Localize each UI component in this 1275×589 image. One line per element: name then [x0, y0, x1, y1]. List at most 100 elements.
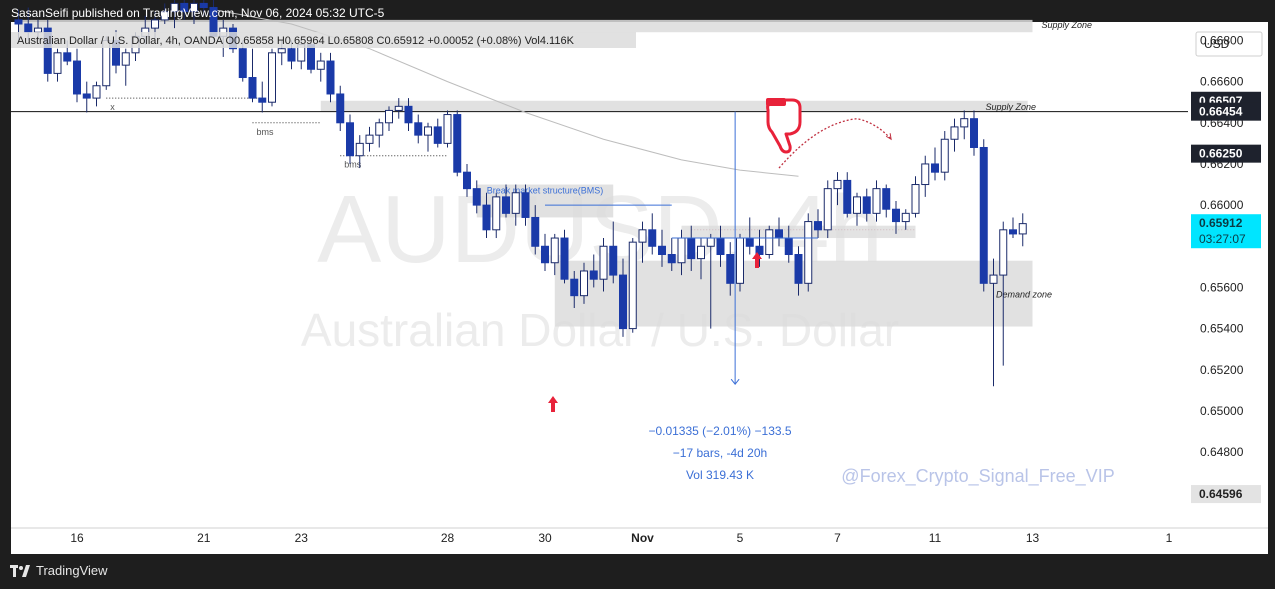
y-tick-label-5: 0.65600: [1200, 280, 1244, 294]
price-label-1: 0.66454: [1191, 102, 1261, 121]
measure-readout: −0.01335 (−2.01%) −133.5 −17 bars, -4d 20…: [648, 424, 791, 482]
x-tick-label-3: 28: [441, 531, 455, 545]
tradingview-brand: TradingView: [36, 563, 108, 578]
candle-81: [804, 221, 813, 284]
candle-99: [979, 146, 988, 284]
candle-5: [63, 52, 72, 62]
symbol-info-bg: [11, 32, 636, 48]
candle-59: [589, 270, 598, 280]
candle-90: [892, 208, 900, 223]
candle-56: [560, 237, 569, 280]
symbol-name: Australian Dollar / U.S. Dollar, 4h, OAN…: [17, 35, 224, 47]
y-tick-label-6: 0.65400: [1200, 322, 1244, 336]
candle-42: [424, 126, 432, 136]
signature-watermark: @Forex_Crypto_Signal_Free_VIP: [841, 466, 1114, 487]
tradingview-logo[interactable]: TradingView: [10, 563, 108, 578]
pointing-hand-cuff-icon: [766, 98, 786, 106]
candle-49: [492, 196, 501, 231]
x-tick-label-4: 30: [538, 531, 552, 545]
candle-4: [53, 52, 62, 74]
candle-100: [989, 274, 998, 284]
candle-27: [277, 48, 286, 54]
price-label-bg-4: [1191, 485, 1261, 504]
candle-68: [677, 237, 686, 264]
candle-1: [24, 23, 33, 33]
candle-89: [882, 188, 891, 210]
candle-91: [901, 212, 910, 223]
x-tick-label-1: 21: [197, 531, 211, 545]
bms-marker-label-0: x: [110, 102, 115, 112]
candle-78: [775, 229, 783, 239]
candle-0: [14, 19, 23, 25]
currency-box: [1195, 31, 1263, 57]
candle-46: [463, 171, 471, 190]
candle-2: [34, 27, 42, 33]
measure-readout-line2: −17 bars, -4d 20h: [673, 446, 767, 460]
candle-37: [375, 122, 384, 136]
candle-88: [872, 188, 881, 214]
y-tick-label-9: 0.64800: [1200, 445, 1244, 459]
candle-67: [667, 254, 676, 264]
candle-30: [307, 44, 315, 70]
x-tick-label-2: 23: [295, 531, 309, 545]
currency-selector[interactable]: USD: [1195, 31, 1263, 57]
candle-87: [862, 196, 871, 214]
candle-98: [970, 118, 978, 148]
measure-readout-line1: −0.01335 (−2.01%) −133.5: [648, 424, 791, 438]
measure-readout-line3: Vol 319.43 K: [686, 468, 754, 482]
candle-84: [833, 179, 842, 190]
candle-39: [394, 105, 403, 111]
candle-6: [73, 60, 81, 95]
candle-25: [258, 97, 267, 103]
candle-14: [151, 19, 159, 29]
y-tick-label-8: 0.65000: [1200, 404, 1244, 418]
y-tick-label-0: 0.66800: [1200, 33, 1244, 47]
candle-80: [794, 254, 803, 284]
arrow-up-icon: [548, 396, 558, 412]
candle-72: [716, 237, 725, 256]
candle-47: [472, 188, 481, 206]
candle-17: [180, 2, 189, 13]
candle-58: [580, 270, 588, 297]
candle-95: [940, 138, 949, 173]
candle-77: [765, 229, 774, 256]
candle-64: [638, 229, 647, 243]
projection-path: [778, 118, 892, 169]
candle-28: [287, 48, 296, 62]
candle-34: [346, 122, 354, 157]
candle-7: [82, 93, 91, 99]
ohlc-close: C0.65912: [374, 35, 425, 47]
candle-92: [911, 184, 920, 214]
price-label-text-3: 0.65912: [1199, 216, 1243, 230]
zone-label-1: Supply Zone: [985, 102, 1036, 112]
x-tick-label-8: 11: [929, 531, 942, 545]
candle-38: [385, 109, 393, 124]
ohlc-change: +0.00052 (+0.08%): [424, 35, 521, 47]
candle-85: [843, 179, 852, 214]
candle-94: [931, 163, 939, 173]
time-axis-panel: [11, 528, 1268, 554]
candle-86: [853, 196, 861, 214]
candle-45: [453, 114, 462, 173]
bms-marker-label-1: bms: [257, 127, 275, 137]
x-tick-label-10: 1: [1166, 531, 1173, 545]
candle-8: [92, 85, 101, 99]
candle-93: [921, 163, 930, 186]
bms-label: Break market structure(BMS): [487, 186, 604, 196]
zone-0: [18, 19, 1033, 33]
candle-51: [511, 192, 520, 214]
candle-24: [248, 77, 257, 99]
currency-label: USD: [1204, 37, 1230, 51]
price-label-bg-1: [1191, 102, 1261, 121]
x-tick-label-5: Nov: [631, 531, 654, 545]
candle-76: [755, 245, 764, 256]
candle-63: [628, 241, 637, 330]
candle-55: [550, 237, 559, 264]
candle-66: [658, 245, 666, 256]
candle-18: [190, 2, 198, 13]
footer-bar: [0, 556, 1275, 589]
price-label-countdown: 03:27:07: [1199, 232, 1246, 246]
candle-73: [726, 254, 735, 284]
candle-48: [482, 204, 491, 231]
